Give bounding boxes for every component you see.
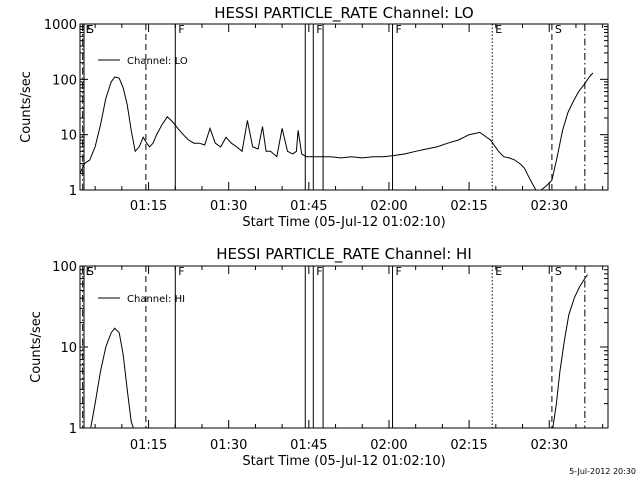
x-tick-label: 02:00	[370, 438, 407, 453]
x-tick-label: 02:30	[531, 199, 568, 214]
x-tick-label: 02:15	[450, 438, 487, 453]
x-tick-label: 01:45	[290, 438, 327, 453]
x-tick-label: 01:30	[210, 438, 247, 453]
y-tick-label: 1000	[44, 18, 77, 33]
event-marker-label: F	[316, 23, 322, 36]
chart-title: HESSI PARTICLE_RATE Channel: HI	[216, 245, 472, 264]
legend-label: Channel: HI	[127, 294, 185, 305]
event-marker-label: S	[555, 265, 562, 278]
x-tick-label: 01:45	[290, 199, 327, 214]
y-tick-label: 10	[60, 341, 77, 356]
x-tick-label: 01:15	[130, 438, 167, 453]
event-marker-label: E	[495, 23, 502, 36]
y-tick-label: 10	[60, 129, 77, 144]
x-tick-label: 02:00	[370, 199, 407, 214]
event-marker-label: S	[555, 23, 562, 36]
plot-timestamp: 5-Jul-2012 20:30	[569, 467, 636, 476]
y-tick-label: 100	[52, 260, 77, 275]
x-tick-label: 01:15	[130, 199, 167, 214]
y-tick-label: 100	[52, 73, 77, 88]
chart-title: HESSI PARTICLE_RATE Channel: LO	[214, 4, 473, 23]
x-axis-label: Start Time (05-Jul-12 01:02:10)	[242, 454, 445, 469]
legend-label: Channel: LO	[127, 56, 188, 67]
event-marker-label: F	[316, 265, 322, 278]
event-marker-label: F	[178, 265, 184, 278]
plot-frame	[79, 23, 609, 191]
series-line-0	[90, 274, 588, 428]
event-marker-label: F	[178, 23, 184, 36]
x-axis-label: Start Time (05-Jul-12 01:02:10)	[242, 215, 445, 230]
event-marker-label: S	[87, 265, 94, 278]
y-tick-label: 1	[69, 184, 77, 199]
x-tick-label: 02:30	[531, 438, 568, 453]
y-tick-label: 1	[69, 422, 77, 437]
x-tick-label: 02:15	[450, 199, 487, 214]
plot-frame	[79, 265, 609, 429]
y-axis-label: Counts/sec	[19, 71, 34, 143]
event-marker-label: F	[396, 265, 402, 278]
event-marker-label: E	[495, 265, 502, 278]
x-tick-label: 01:30	[210, 199, 247, 214]
lo-channel-panel: HESSI PARTICLE_RATE Channel: LO Start Tim…	[19, 4, 609, 230]
event-marker-label: F	[396, 23, 402, 36]
hi-channel-panel: HESSI PARTICLE_RATE Channel: HI Start Tim…	[29, 245, 609, 469]
series-line-0	[80, 72, 594, 190]
event-marker-label: E	[86, 23, 93, 36]
y-axis-label: Counts/sec	[29, 311, 44, 383]
event-marker-label: S	[87, 23, 94, 36]
event-marker-label: E	[86, 265, 93, 278]
